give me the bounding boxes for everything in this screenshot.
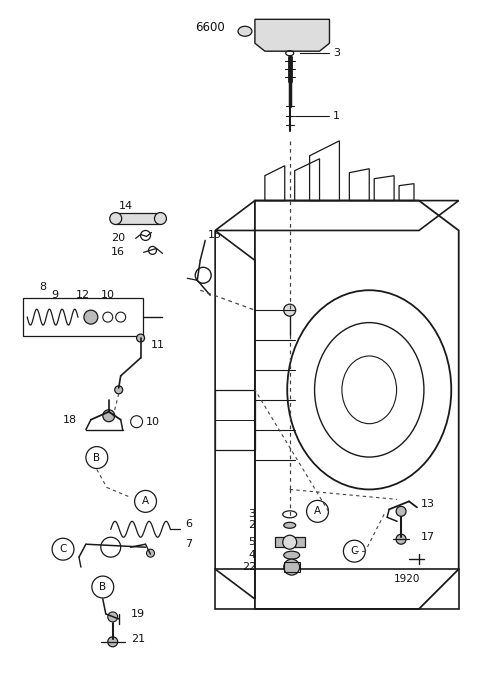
Circle shape (284, 304, 296, 316)
Text: 1: 1 (333, 111, 339, 121)
Circle shape (84, 310, 98, 324)
Text: 17: 17 (421, 532, 435, 542)
Text: 4: 4 (248, 550, 255, 560)
Text: 20: 20 (111, 233, 125, 244)
Text: B: B (99, 582, 107, 592)
Text: C: C (60, 544, 67, 555)
Text: 8: 8 (39, 282, 46, 292)
Text: 14: 14 (119, 201, 133, 210)
Circle shape (108, 612, 118, 622)
Text: 3: 3 (334, 48, 340, 58)
Text: 7: 7 (185, 539, 192, 549)
Text: 1920: 1920 (394, 574, 420, 584)
Text: 10: 10 (145, 416, 159, 427)
Circle shape (396, 507, 406, 516)
Text: 12: 12 (76, 290, 90, 301)
Text: 19: 19 (131, 609, 145, 619)
Circle shape (108, 637, 118, 647)
Text: 16: 16 (111, 247, 125, 257)
Circle shape (155, 212, 167, 224)
Ellipse shape (284, 551, 300, 559)
Text: 15: 15 (208, 230, 222, 240)
Ellipse shape (284, 523, 296, 528)
Text: 6: 6 (185, 519, 192, 530)
Text: 6600: 6600 (195, 21, 225, 34)
Circle shape (115, 386, 123, 393)
Circle shape (396, 534, 406, 544)
Text: 9: 9 (51, 290, 58, 301)
Text: 21: 21 (131, 634, 145, 644)
Polygon shape (275, 537, 305, 547)
Circle shape (103, 409, 115, 422)
Text: A: A (142, 496, 149, 507)
Circle shape (283, 535, 297, 549)
Text: 10: 10 (101, 290, 115, 301)
Text: 13: 13 (421, 500, 435, 509)
Polygon shape (116, 212, 160, 224)
Text: 11: 11 (151, 340, 165, 350)
Text: 18: 18 (63, 415, 77, 425)
Text: 3: 3 (248, 509, 255, 519)
Ellipse shape (238, 26, 252, 36)
Text: A: A (314, 507, 321, 516)
Circle shape (146, 549, 155, 557)
Text: B: B (93, 452, 100, 463)
Text: 5: 5 (248, 537, 255, 547)
Text: C: C (351, 546, 358, 556)
Circle shape (110, 212, 122, 224)
Circle shape (137, 334, 144, 342)
Text: 2: 2 (248, 520, 255, 530)
Text: 22: 22 (242, 562, 256, 572)
Polygon shape (255, 19, 329, 51)
Circle shape (284, 559, 300, 575)
